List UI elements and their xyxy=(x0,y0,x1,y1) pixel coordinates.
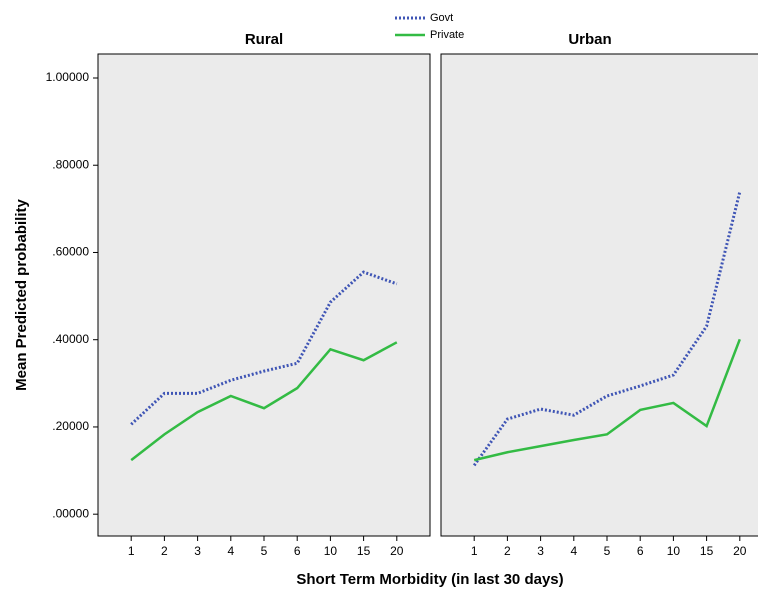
x-tick-label: 10 xyxy=(324,544,338,558)
x-tick-label: 1 xyxy=(128,544,135,558)
y-tick-label: .80000 xyxy=(52,157,89,171)
y-tick-label: .40000 xyxy=(52,332,89,346)
y-tick-label: .20000 xyxy=(52,419,89,433)
x-tick-label: 15 xyxy=(357,544,371,558)
y-tick-label: .00000 xyxy=(52,506,89,520)
y-tick-label: 1.00000 xyxy=(46,70,90,84)
x-tick-label: 4 xyxy=(227,544,234,558)
x-tick-label: 3 xyxy=(537,544,544,558)
y-axis-title: Mean Predicted probability xyxy=(13,198,30,390)
x-tick-label: 2 xyxy=(161,544,168,558)
x-tick-label: 20 xyxy=(733,544,747,558)
series-line xyxy=(473,338,741,462)
x-tick-label: 3 xyxy=(194,544,201,558)
legend-label: Govt xyxy=(430,12,453,24)
x-tick-label: 1 xyxy=(471,544,478,558)
series-line xyxy=(130,341,398,462)
x-tick-label: 6 xyxy=(294,544,301,558)
x-tick-label: 6 xyxy=(637,544,644,558)
legend-label: Private xyxy=(430,29,464,41)
x-tick-label: 5 xyxy=(604,544,611,558)
panel-background xyxy=(97,53,431,537)
panel-title: Rural xyxy=(245,31,283,48)
x-tick-label: 2 xyxy=(504,544,511,558)
x-axis-title: Short Term Morbidity (in last 30 days) xyxy=(296,571,563,588)
x-tick-label: 15 xyxy=(700,544,714,558)
y-tick-label: .60000 xyxy=(52,245,89,259)
series-line xyxy=(130,270,398,426)
x-tick-label: 4 xyxy=(570,544,577,558)
x-tick-label: 20 xyxy=(390,544,404,558)
panel-title: Urban xyxy=(568,31,611,48)
series-line xyxy=(472,191,742,467)
x-tick-label: 10 xyxy=(667,544,681,558)
panel-background xyxy=(440,53,758,537)
x-tick-label: 5 xyxy=(261,544,268,558)
